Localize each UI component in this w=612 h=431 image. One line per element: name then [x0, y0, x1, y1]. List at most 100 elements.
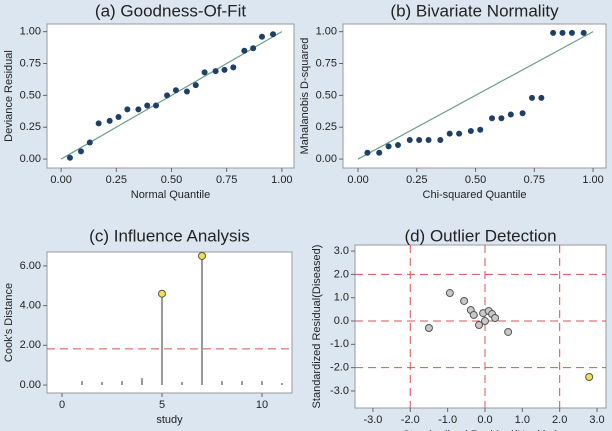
point — [425, 136, 432, 143]
x-tick-label: 0.0 — [477, 414, 492, 426]
point — [477, 126, 484, 133]
y-axis-label: Standardized Residual(Diseased) — [311, 245, 323, 409]
point — [172, 87, 179, 94]
point — [528, 94, 535, 101]
y-axis-label: Mahalanobis D-squared — [299, 38, 311, 155]
y-tick-label: 0.00 — [316, 153, 337, 165]
y-tick-label: 1.0 — [334, 292, 349, 304]
point — [538, 94, 545, 101]
x-tick-label: 0.25 — [106, 174, 127, 186]
point — [221, 66, 228, 73]
point — [115, 114, 122, 121]
point — [491, 313, 500, 322]
y-tick-label: -3.0 — [330, 385, 349, 397]
y-tick-label: 0.25 — [316, 121, 337, 133]
point — [230, 64, 237, 71]
x-tick-label: 0.00 — [50, 174, 71, 186]
y-tick-label: 0.25 — [20, 121, 41, 133]
point — [144, 102, 151, 109]
y-tick-label: 1.00 — [20, 26, 41, 38]
x-tick-label: 2.0 — [552, 414, 567, 426]
x-tick-label: 3.0 — [589, 414, 604, 426]
x-tick-label: 1.00 — [271, 174, 292, 186]
x-tick-label: 1.00 — [582, 174, 603, 186]
y-tick-label: 2.0 — [334, 268, 349, 280]
point — [456, 130, 463, 137]
point — [406, 136, 413, 143]
x-tick-label: 1.0 — [515, 414, 530, 426]
x-tick-label: 0 — [59, 399, 65, 411]
chart-title: (d) Outlier Detection — [404, 226, 556, 245]
point — [568, 29, 575, 36]
y-tick-label: 0.50 — [20, 89, 41, 101]
x-tick-label: 0.25 — [406, 174, 427, 186]
point — [153, 102, 160, 109]
point — [124, 106, 131, 113]
point — [446, 130, 453, 137]
y-tick-label: 0.00 — [20, 153, 41, 165]
point — [580, 29, 587, 36]
point — [437, 136, 444, 143]
point — [364, 149, 371, 156]
point — [507, 111, 514, 118]
y-tick-label: 0.75 — [20, 57, 41, 69]
point — [77, 148, 84, 155]
y-tick-label: 0.00 — [20, 379, 41, 391]
y-tick-label: 0.50 — [316, 89, 337, 101]
point — [489, 115, 496, 122]
y-tick-label: 3.0 — [334, 245, 349, 257]
point — [394, 142, 401, 149]
point — [135, 106, 142, 113]
x-axis-label: Chi-squared Quantile — [423, 189, 527, 201]
point — [475, 320, 484, 329]
fit-line — [357, 31, 594, 160]
point — [95, 120, 102, 127]
x-tick-label: 0.75 — [524, 174, 545, 186]
y-axis-label: Cook's Distance — [3, 283, 15, 362]
point — [164, 92, 171, 99]
point — [183, 88, 190, 95]
x-tick-label: 0.75 — [216, 174, 237, 186]
y-tick-label: 0.75 — [316, 57, 337, 69]
point — [424, 324, 433, 333]
point — [241, 47, 248, 54]
point — [504, 327, 513, 336]
point — [270, 31, 277, 38]
chart-title: (b) Bivariate Normality — [390, 1, 559, 20]
x-tick-label: 10 — [256, 399, 268, 411]
outlier-point — [585, 372, 594, 381]
influential-marker — [158, 289, 166, 298]
y-tick-label: 1.00 — [316, 26, 337, 38]
point — [86, 139, 93, 146]
point — [258, 33, 265, 40]
point — [106, 117, 113, 124]
point — [192, 82, 199, 89]
x-tick-label: 5 — [159, 399, 165, 411]
point — [480, 317, 489, 326]
point — [385, 143, 392, 150]
x-axis-label: Standardized Residual(Healthy) — [403, 429, 558, 431]
point — [66, 154, 73, 161]
x-tick-label: -2.0 — [401, 414, 420, 426]
point — [212, 68, 219, 75]
y-tick-label: -2.0 — [330, 362, 349, 374]
y-tick-label: -1.0 — [330, 338, 349, 350]
point — [460, 296, 469, 305]
x-tick-label: -3.0 — [363, 414, 382, 426]
y-tick-label: 4.00 — [20, 300, 41, 312]
x-tick-label: -1.0 — [438, 414, 457, 426]
x-tick-label: 0.00 — [347, 174, 368, 186]
point — [550, 29, 557, 36]
y-tick-label: 0.0 — [334, 315, 349, 327]
x-axis-label: Normal Quantile — [131, 189, 210, 201]
point — [559, 29, 566, 36]
plot-area — [46, 251, 293, 394]
influential-marker — [198, 251, 206, 260]
x-tick-label: 0.50 — [161, 174, 182, 186]
point — [250, 45, 257, 52]
point — [201, 69, 208, 76]
y-tick-label: 6.00 — [20, 260, 41, 272]
y-axis-label: Deviance Residual — [3, 50, 15, 142]
